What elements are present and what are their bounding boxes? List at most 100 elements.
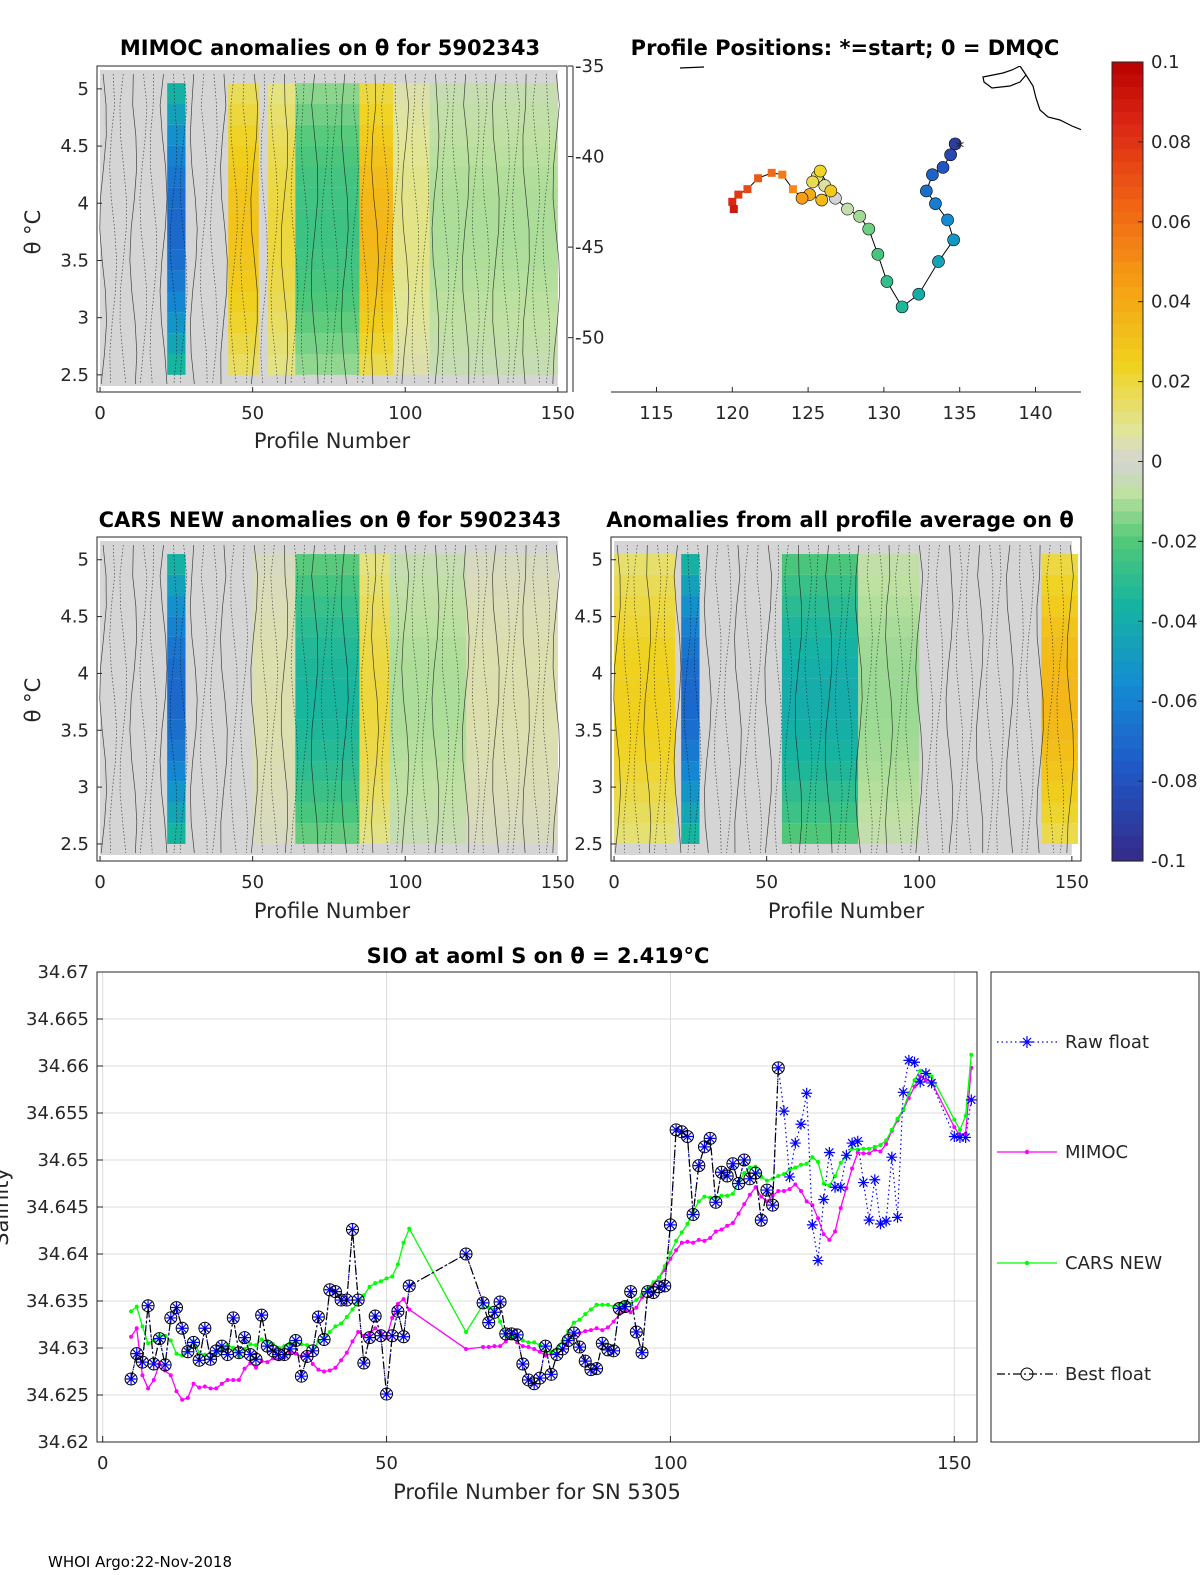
contour-line [451, 73, 460, 385]
contour-line [724, 544, 732, 854]
heatmap-cell [781, 823, 859, 844]
x-tick-label: 0 [94, 403, 105, 424]
data-point [231, 1377, 236, 1382]
heatmap-cell [393, 291, 430, 313]
heatmap-cell [393, 145, 430, 167]
data-point [600, 1302, 605, 1307]
contour-line [391, 73, 399, 385]
colorbar-cell [1112, 473, 1143, 488]
data-point [124, 1372, 138, 1386]
data-point [634, 1305, 639, 1310]
heatmap-cell [614, 595, 676, 617]
contour-line [502, 73, 510, 385]
data-point [733, 1178, 745, 1189]
contour-line [532, 544, 540, 854]
profile-marker [754, 174, 763, 183]
heatmap-cell [429, 103, 558, 125]
data-point [539, 1339, 553, 1353]
data-point [838, 1160, 843, 1165]
data-point [833, 1173, 838, 1178]
y-tick-label: 34.67 [37, 962, 89, 983]
heatmap-cell [359, 719, 390, 741]
contour-line [845, 544, 853, 854]
data-point [742, 1171, 747, 1176]
heatmap-cell [267, 166, 296, 188]
data-point [713, 1229, 718, 1234]
heatmap-cell [167, 636, 186, 658]
heatmap-cell [359, 354, 394, 375]
data-point [152, 1332, 166, 1346]
data-point [191, 1381, 196, 1386]
data-point [812, 1255, 824, 1267]
heatmap-cell [359, 636, 390, 658]
contour-line [431, 73, 440, 385]
data-point [681, 1131, 693, 1142]
x-tick-label: 100 [388, 872, 422, 893]
data-point [872, 1144, 877, 1149]
heatmap-cell [781, 636, 859, 658]
contour-line [431, 544, 440, 854]
y-tick-label: 34.64 [37, 1244, 89, 1265]
contour-line [280, 544, 289, 854]
data-point [140, 1373, 145, 1378]
heatmap-cell [681, 802, 700, 824]
data-point [164, 1311, 178, 1325]
heatmap-cell [466, 823, 558, 844]
heatmap-cell [295, 83, 360, 104]
heatmap-cell [295, 781, 360, 803]
colorbar-cell [1112, 536, 1143, 550]
data-point [954, 1131, 966, 1143]
data-point [378, 1279, 383, 1284]
profile-marker [743, 185, 752, 194]
heatmap-cell [466, 678, 558, 699]
colorbar-cell [1112, 336, 1143, 350]
y-tick-label: -40 [575, 147, 604, 168]
data-point [316, 1367, 321, 1372]
heatmap-cell [252, 699, 296, 720]
data-point [884, 1142, 889, 1147]
legend-marker [1024, 1260, 1030, 1266]
data-point [686, 1208, 700, 1222]
data-point [804, 1199, 809, 1204]
heatmap-cell [466, 802, 558, 824]
heatmap-cell [858, 802, 920, 824]
heatmap-cell [167, 823, 186, 844]
y-tick-label: 4 [592, 663, 603, 684]
heatmap-cell [167, 657, 186, 679]
colorbar-cell [1112, 236, 1143, 250]
legend-item: Raw float [997, 1032, 1149, 1053]
heatmap-cell [267, 291, 296, 313]
contour-line [300, 73, 309, 385]
heatmap-cell [466, 719, 558, 741]
contour-line [280, 73, 289, 385]
contour-line [1036, 544, 1044, 854]
colorbar-tick-label: 0.1 [1151, 52, 1180, 73]
data-point [504, 1327, 518, 1341]
heatmap-cell [295, 229, 360, 250]
cars-ticks: 0 50 100 150 2.5 3 3.5 4 4.5 5 [60, 550, 575, 893]
heatmap-cell [295, 823, 360, 844]
heatmap-cell [393, 354, 430, 375]
contour-line [481, 73, 490, 385]
x-tick-label: 140 [1018, 403, 1052, 424]
data-point [764, 1178, 769, 1183]
heatmap-cell [359, 312, 394, 334]
heatmap-cell [389, 657, 467, 679]
heatmap-cell [1041, 554, 1078, 575]
data-point [744, 1173, 756, 1185]
data-point [492, 1344, 497, 1349]
colorbar-tick-label: 0.02 [1151, 372, 1191, 393]
data-point [920, 1068, 932, 1080]
heatmap-cell [781, 574, 859, 596]
data-point [804, 1161, 809, 1166]
data-point [248, 1342, 253, 1347]
heatmap-cell [295, 678, 360, 699]
data-point [725, 1223, 730, 1228]
heatmap-cell [389, 781, 467, 803]
positions-ticks: 115 120 125 130 135 140 -35 -40 -45 -50 [568, 56, 1053, 424]
contour-line [250, 73, 258, 385]
data-point [685, 1239, 690, 1244]
heatmap-cell [858, 595, 920, 617]
data-point [850, 1146, 855, 1151]
